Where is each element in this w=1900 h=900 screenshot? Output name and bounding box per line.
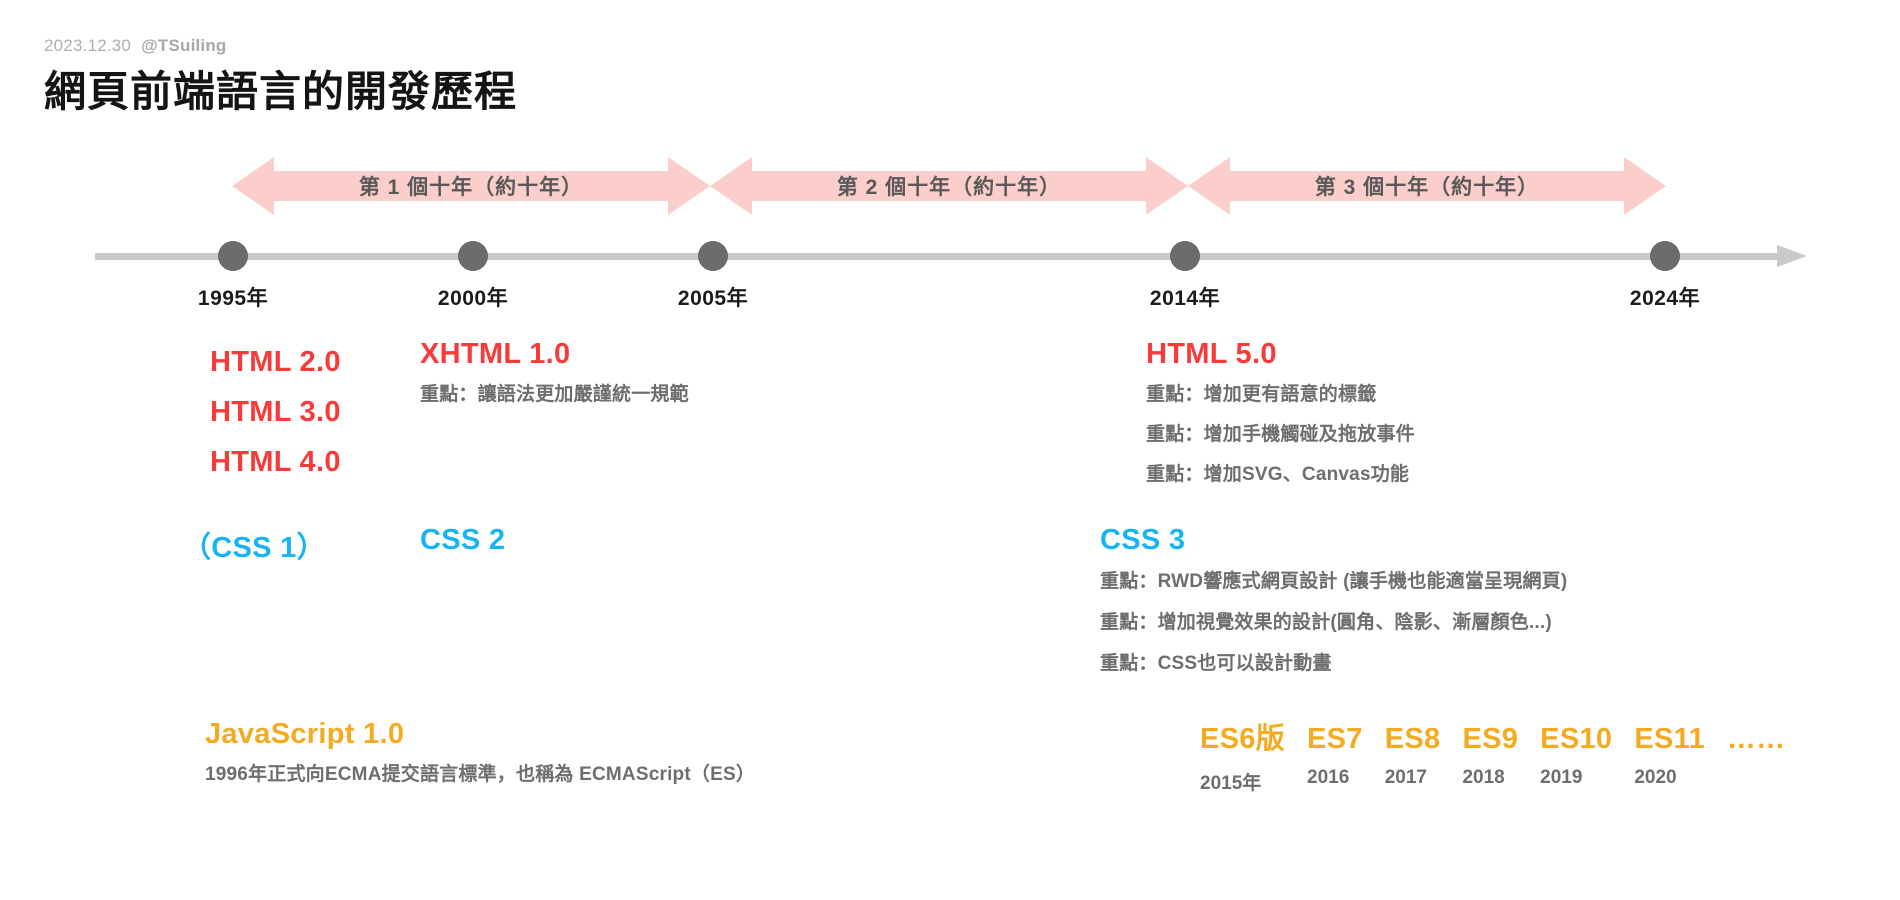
timeline-dot-1995 bbox=[218, 241, 248, 271]
double-arrow-shape-icon bbox=[232, 157, 710, 215]
css1-block: （CSS 1） bbox=[182, 524, 326, 566]
es-name-es10: ES10 bbox=[1540, 723, 1613, 755]
decade-arrow-3: 第 3 個十年（約十年） bbox=[1188, 155, 1666, 217]
html-version-3: HTML 3.0 bbox=[210, 395, 341, 428]
css3-title: CSS 3 bbox=[1100, 524, 1186, 556]
es-year-es7: 2016 bbox=[1307, 767, 1350, 788]
timeline-axis: 1995年 2000年 2005年 2014年 2024年 bbox=[95, 241, 1807, 310]
es-name-more: …… bbox=[1726, 723, 1786, 755]
timeline-dot-2005 bbox=[698, 241, 728, 271]
javascript-title: JavaScript 1.0 bbox=[205, 718, 405, 750]
decade-arrow-2: 第 2 個十年（約十年） bbox=[710, 155, 1188, 217]
timeline-year-2005: 2005年 bbox=[677, 287, 749, 310]
xhtml-version-title: XHTML 1.0 bbox=[420, 338, 571, 370]
decade-arrow-1: 第 1 個十年（約十年） bbox=[232, 155, 710, 217]
decade-arrow-3-label: 第 3 個十年（約十年） bbox=[1314, 176, 1540, 199]
javascript-block: JavaScript 1.0 1996年正式向ECMA提交語言標準，也稱為 EC… bbox=[205, 718, 755, 791]
publish-date: 2023.12.30 bbox=[44, 36, 132, 55]
css3-note-2: 重點：增加視覺效果的設計(圓角、陰影、漸層顏色...) bbox=[1100, 611, 1552, 633]
es-item-es11: ES11 2020 bbox=[1634, 723, 1705, 789]
css2-block: CSS 2 bbox=[420, 524, 505, 557]
decade-arrow-1-label: 第 1 個十年（約十年） bbox=[358, 176, 584, 199]
html5-version-title: HTML 5.0 bbox=[1146, 338, 1277, 370]
es-year-es10: 2019 bbox=[1540, 767, 1583, 788]
html-version-2: HTML 2.0 bbox=[210, 346, 341, 378]
axis-arrowhead-icon bbox=[1777, 245, 1807, 267]
es-item-es6: ES6版 2015年 bbox=[1200, 715, 1285, 795]
es-year-es11: 2020 bbox=[1634, 767, 1677, 788]
es-name-es7: ES7 bbox=[1307, 723, 1363, 755]
timeline-dot-2014 bbox=[1170, 241, 1200, 271]
author-handle: @TSuiling bbox=[141, 36, 227, 55]
timeline-year-2024: 2024年 bbox=[1629, 287, 1701, 310]
css3-note-3: 重點：CSS也可以設計動畫 bbox=[1100, 652, 1332, 674]
es-name-es9: ES9 bbox=[1462, 723, 1519, 755]
timeline-dot-2000 bbox=[458, 241, 488, 271]
es-year-es6: 2015年 bbox=[1200, 773, 1262, 794]
css3-block: CSS 3 重點：RWD響應式網頁設計 (讓手機也能適當呈現網頁) 重點：增加視… bbox=[1100, 524, 1567, 679]
javascript-note-1: 1996年正式向ECMA提交語言標準，也稱為 ECMAScript（ES） bbox=[205, 764, 756, 785]
es-year-es9: 2018 bbox=[1462, 767, 1505, 788]
css3-note-1: 重點：RWD響應式網頁設計 (讓手機也能適當呈現網頁) bbox=[1100, 571, 1568, 592]
html5-note-1: 重點：增加更有語意的標籤 bbox=[1146, 384, 1377, 405]
html5-block: HTML 5.0 重點：增加更有語意的標籤 重點：增加手機觸碰及拖放事件 重點：… bbox=[1146, 338, 1415, 490]
html-early-versions-group: HTML 2.0 HTML 3.0 HTML 4.0 bbox=[170, 338, 341, 488]
html5-note-3: 重點：增加SVG、Canvas功能 bbox=[1146, 463, 1410, 485]
html5-note-2: 重點：增加手機觸碰及拖放事件 bbox=[1146, 423, 1415, 445]
timeline-year-2014: 2014年 bbox=[1149, 287, 1221, 310]
es-item-es8: ES8 2017 bbox=[1385, 723, 1441, 789]
css2-title: CSS 2 bbox=[420, 524, 506, 556]
es-item-es10: ES10 2019 bbox=[1540, 723, 1612, 789]
css1-title: （CSS 1） bbox=[182, 532, 326, 564]
axis-line bbox=[95, 253, 1783, 260]
double-arrow-shape-icon bbox=[710, 157, 1188, 215]
xhtml-block: XHTML 1.0 重點：讓語法更加嚴謹統一規範 bbox=[420, 338, 689, 411]
es-versions-row: ES6版 2015年 ES7 2016 ES8 2017 ES9 2018 ES… bbox=[1200, 715, 1785, 795]
es-item-es9: ES9 2018 bbox=[1462, 723, 1518, 789]
es-item-more: …… bbox=[1727, 723, 1786, 767]
es-versions-group: ES6版 2015年 ES7 2016 ES8 2017 ES9 2018 ES… bbox=[1200, 715, 1785, 795]
es-name-es6: ES6版 bbox=[1200, 723, 1286, 755]
meta-line: 2023.12.30 @TSuiling bbox=[44, 36, 227, 56]
timeline-year-1995: 1995年 bbox=[197, 287, 269, 310]
timeline-dot-2024 bbox=[1650, 241, 1680, 271]
es-name-es11: ES11 bbox=[1634, 723, 1705, 755]
xhtml-note-1: 重點：讓語法更加嚴謹統一規範 bbox=[420, 384, 689, 405]
es-year-es8: 2017 bbox=[1384, 767, 1428, 788]
page-title: 網頁前端語言的開發歷程 bbox=[44, 68, 518, 115]
decade-arrow-2-label: 第 2 個十年（約十年） bbox=[836, 176, 1062, 199]
decade-arrow-band: 第 1 個十年（約十年） 第 2 個十年（約十年） 第 3 個十年（約十年） bbox=[0, 155, 1900, 217]
double-arrow-shape-icon bbox=[1188, 157, 1666, 215]
es-name-es8: ES8 bbox=[1384, 723, 1441, 755]
timeline-year-2000: 2000年 bbox=[437, 287, 509, 310]
html-version-4: HTML 4.0 bbox=[210, 445, 341, 478]
es-item-es7: ES7 2016 bbox=[1307, 723, 1363, 789]
